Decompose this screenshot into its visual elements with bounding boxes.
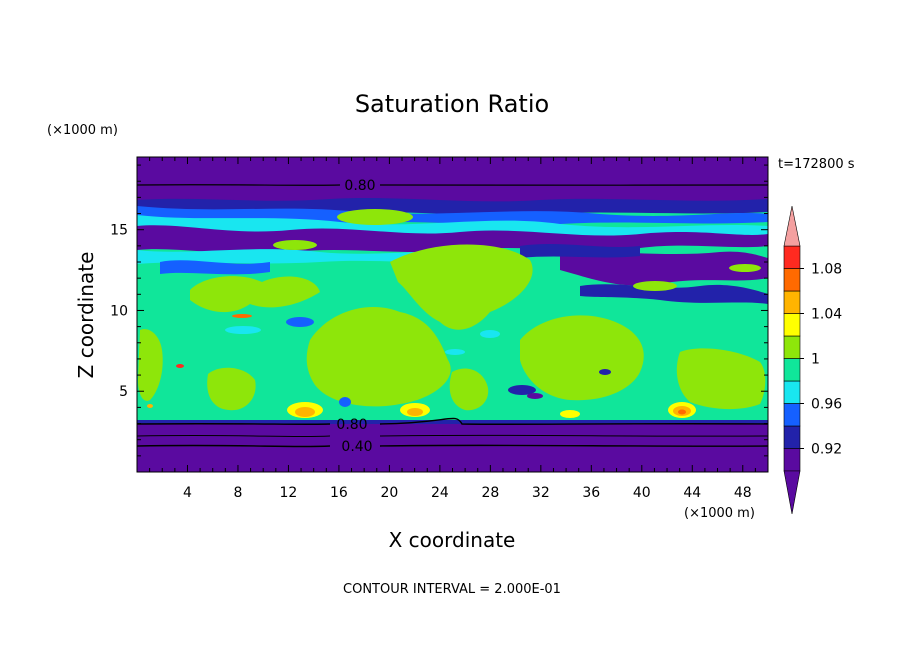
x-tick-label: 32 (532, 485, 550, 501)
colorbar-over-arrow (783, 205, 801, 247)
colorbar-swatch (783, 335, 801, 359)
y-tick-label: 10 (110, 303, 128, 319)
colorbar-swatch (783, 290, 801, 314)
contour-label-mid: 0.80 (336, 417, 367, 433)
x-tick-label: 4 (183, 485, 192, 501)
plot-area: 0.80 0.80 0.40 (137, 157, 768, 472)
colorbar: 1.08 1.04 1 0.96 0.92 (783, 205, 842, 515)
colorbar-swatch (783, 448, 801, 472)
y-axis: 5 10 15 (110, 164, 768, 457)
colorbar-swatch (783, 358, 801, 382)
colorbar-label: 0.96 (811, 397, 842, 413)
x-tick-label: 44 (683, 485, 701, 501)
colorbar-label: 1.08 (811, 262, 842, 278)
x-tick-label: 28 (481, 485, 499, 501)
x-tick-label: 48 (734, 485, 752, 501)
x-tick-label: 20 (380, 485, 398, 501)
x-tick-label: 24 (431, 485, 449, 501)
x-axis: 4 8 12 16 20 24 28 32 36 40 44 48 (149, 157, 756, 501)
x-tick-label: 12 (280, 485, 298, 501)
contour-label-low: 0.40 (341, 439, 372, 455)
x-tick-label: 40 (633, 485, 651, 501)
colorbar-swatch (783, 245, 801, 269)
chart-title: Saturation Ratio (355, 90, 549, 118)
colorbar-swatch (783, 425, 801, 449)
x-tick-label: 36 (582, 485, 600, 501)
colorbar-swatch (783, 268, 801, 292)
y-axis-label: Z coordinate (74, 252, 98, 379)
y-tick-label: 15 (110, 223, 128, 239)
colorbar-label: 0.92 (811, 442, 842, 458)
colorbar-swatch (783, 313, 801, 337)
contour-interval-note: CONTOUR INTERVAL = 2.000E-01 (343, 582, 561, 597)
colorbar-swatch (783, 380, 801, 404)
x-unit-label: (×1000 m) (684, 506, 755, 521)
x-axis-label: X coordinate (389, 528, 516, 552)
time-label: t=172800 s (778, 157, 855, 172)
x-tick-label: 16 (330, 485, 348, 501)
contour-label-top: 0.80 (344, 178, 375, 194)
y-tick-label: 5 (119, 384, 128, 400)
colorbar-under-arrow (783, 470, 801, 515)
colorbar-label: 1.04 (811, 307, 842, 323)
colorbar-swatch (783, 403, 801, 427)
x-tick-label: 8 (233, 485, 242, 501)
y-unit-label: (×1000 m) (47, 123, 118, 138)
colorbar-label: 1 (811, 352, 820, 368)
